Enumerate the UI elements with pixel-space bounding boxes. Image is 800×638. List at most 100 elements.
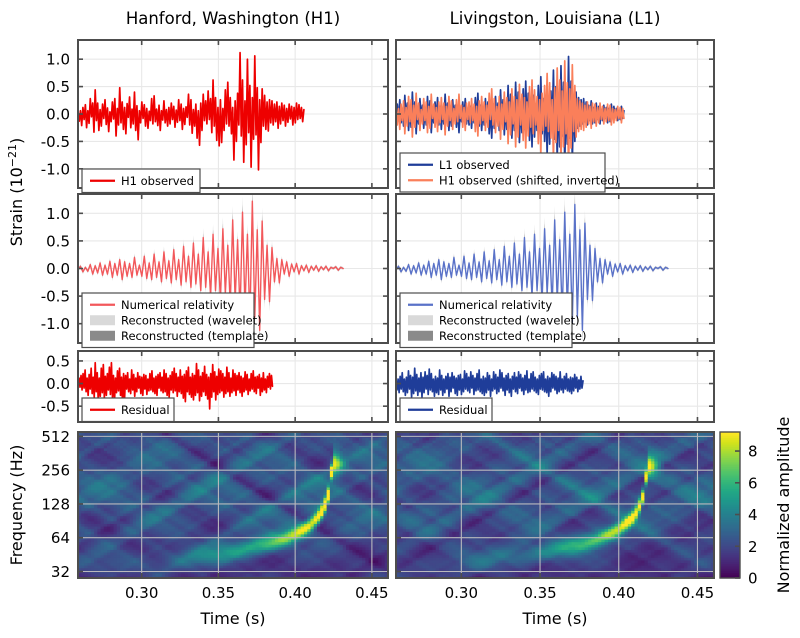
spectrogram-cell — [149, 497, 153, 501]
spectrogram-cell — [320, 452, 325, 457]
spectrogram-cell — [116, 445, 121, 449]
spectrogram-cell — [87, 486, 92, 491]
spectrogram-cell — [233, 486, 237, 491]
spectrogram-cell — [126, 567, 131, 571]
spectrogram-cell — [174, 567, 179, 571]
spectrogram-cell — [323, 505, 328, 509]
spectrogram-cell — [320, 486, 325, 491]
spectrogram-cell — [271, 546, 276, 551]
spectrogram-cell — [78, 523, 82, 527]
spectrogram-cell — [119, 572, 124, 577]
spectrogram-cell — [242, 559, 247, 564]
spectrogram-cell — [239, 559, 244, 564]
spectrogram-cell — [184, 450, 189, 454]
spectrogram-cell — [323, 572, 328, 577]
spectrogram-cell — [333, 554, 338, 558]
spectrogram-cell — [126, 437, 131, 441]
spectrogram-cell — [352, 538, 357, 543]
spectrogram-cell — [203, 465, 208, 470]
spectrogram-cell — [155, 460, 160, 464]
spectrogram-cell — [158, 478, 163, 483]
spectrogram-cell — [203, 507, 208, 511]
spectrogram-cell — [245, 465, 250, 470]
spectrogram-cell — [81, 458, 86, 462]
spectrogram-cell — [165, 510, 170, 514]
spectrogram-cell — [191, 507, 195, 511]
spectrogram-cell — [281, 442, 286, 446]
spectrogram-cell — [329, 549, 334, 553]
spectrogram-cell — [78, 489, 82, 493]
spectrogram-cell — [132, 455, 137, 459]
spectrogram-cell — [300, 458, 305, 462]
spectrogram-cell — [116, 541, 121, 545]
spectrogram-cell — [291, 437, 296, 441]
spectrogram-cell — [126, 489, 131, 493]
spectrogram-cell — [300, 510, 305, 514]
spectrogram-cell — [123, 497, 128, 501]
spectrogram-cell — [245, 531, 250, 535]
spectrogram-cell — [349, 437, 354, 441]
spectrogram-cell — [194, 523, 199, 527]
spectrogram-cell — [181, 445, 186, 449]
spectrogram-cell — [323, 559, 328, 564]
spectrogram-cell — [165, 520, 170, 524]
spectrogram-cell — [294, 533, 299, 537]
spectrogram-cell — [165, 491, 170, 496]
spectrogram-cell — [316, 473, 321, 478]
spectrogram-cell — [110, 551, 115, 556]
spectrogram-cell — [220, 447, 225, 451]
spectrogram-cell — [84, 499, 89, 504]
spectrogram-cell — [233, 538, 237, 543]
spectrogram-cell — [81, 489, 86, 493]
spectrogram-cell — [207, 512, 212, 517]
spectrogram-cell — [342, 447, 347, 451]
spectrogram-cell — [171, 455, 176, 459]
spectrogram-cell — [349, 463, 354, 467]
spectrogram-cell — [242, 510, 247, 514]
spectrogram-cell — [226, 460, 231, 464]
spectrogram-cell — [100, 463, 105, 467]
spectrogram-cell — [187, 455, 192, 459]
spectrogram-cell — [87, 512, 92, 517]
spectrogram-cell — [265, 463, 270, 467]
spectrogram-cell — [316, 505, 321, 509]
spectrogram-cell — [184, 523, 189, 527]
spectrogram-cell — [294, 478, 299, 483]
spectrogram-cell — [203, 562, 208, 566]
spectrogram-cell — [274, 442, 279, 446]
spectrogram-cell — [326, 564, 331, 569]
spectrogram-cell — [100, 458, 105, 462]
spectrogram-cell — [333, 463, 338, 467]
spectrogram-cell — [223, 478, 228, 483]
spectrogram-cell — [155, 473, 160, 478]
spectrogram-cell — [116, 442, 121, 446]
spectrogram-cell — [310, 549, 315, 553]
spectrogram-cell — [287, 437, 292, 441]
spectrogram-cell — [349, 557, 354, 561]
spectrogram-cell — [323, 538, 328, 543]
spectrogram-cell — [149, 520, 153, 524]
spectrogram-cell — [342, 491, 347, 496]
spectrogram-cell — [281, 546, 286, 551]
spectrogram-cell — [181, 460, 186, 464]
spectrogram-cell — [210, 559, 215, 564]
spectrogram-cell — [161, 484, 166, 488]
spectrogram-cell — [245, 528, 250, 532]
spectrogram-cell — [168, 432, 173, 436]
spectrogram-cell — [78, 554, 82, 558]
spectrogram-cell — [316, 515, 321, 519]
spectrogram-cell — [223, 450, 228, 454]
spectrogram-cell — [271, 544, 276, 548]
spectrogram-cell — [191, 525, 195, 530]
spectrogram-cell — [149, 463, 153, 467]
spectrogram-cell — [103, 437, 108, 441]
spectrogram-cell — [226, 507, 231, 511]
spectrogram-cell — [155, 546, 160, 551]
spectrogram-cell — [132, 525, 137, 530]
spectrogram-cell — [220, 458, 225, 462]
spectrogram-cell — [110, 531, 115, 535]
spectrogram-cell — [304, 494, 308, 498]
spectrogram-cell — [268, 546, 273, 551]
spectrogram-cell — [291, 510, 296, 514]
spectrogram-cell — [210, 531, 215, 535]
